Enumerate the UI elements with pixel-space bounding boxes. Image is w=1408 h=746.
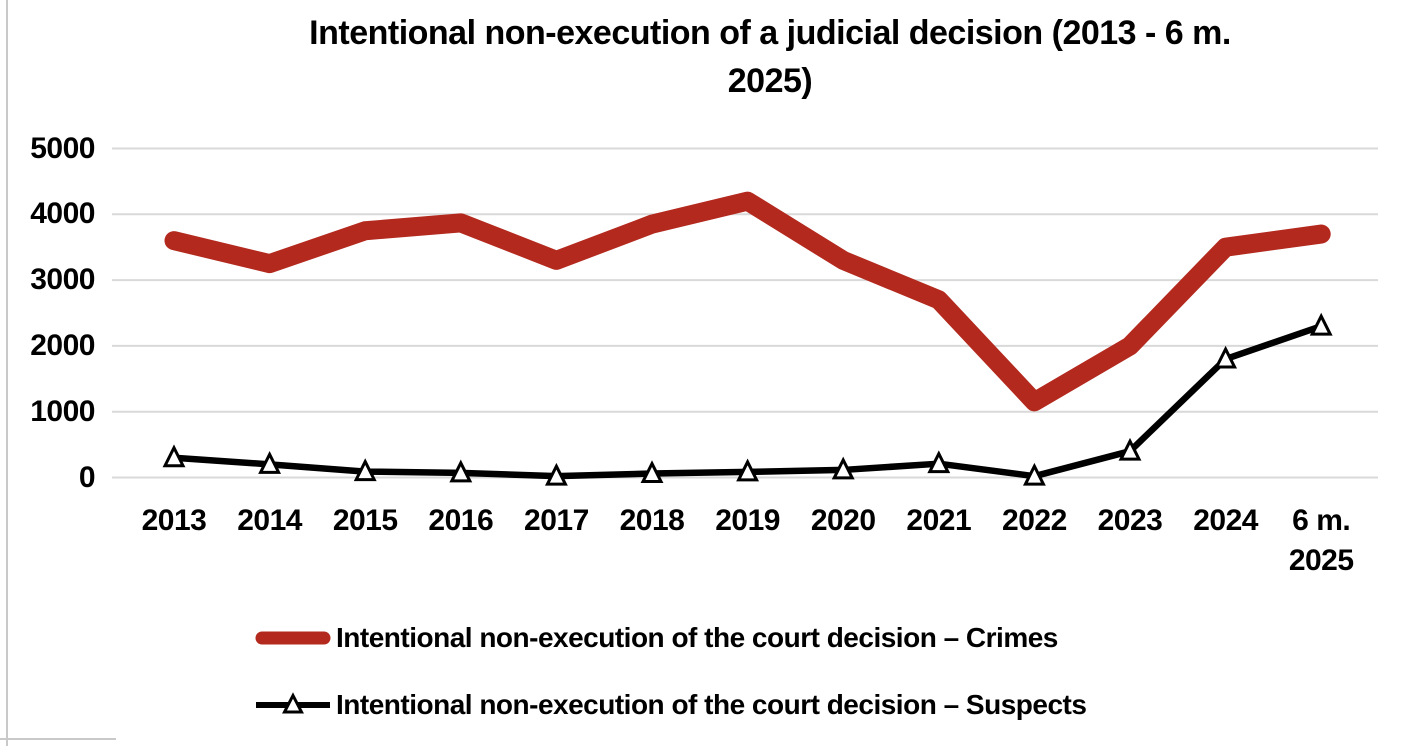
x-tick-label-6-m.-2025: 6 m. 2025 <box>1288 504 1354 577</box>
x-tick-label-2016: 2016 <box>428 504 494 537</box>
x-tick-label-2015: 2015 <box>332 504 398 537</box>
x-tick-label-2017: 2017 <box>524 504 589 537</box>
y-tick-label-1000: 1000 <box>30 394 95 428</box>
x-tick-label-2023: 2023 <box>1097 504 1163 537</box>
x-tick-label-2018: 2018 <box>619 504 685 537</box>
triangle-marker <box>736 458 760 482</box>
x-tick-label-2020: 2020 <box>810 504 876 537</box>
left-edge-border <box>6 0 8 746</box>
x-tick-label-2021: 2021 <box>906 504 972 537</box>
y-tick-label-0: 0 <box>78 460 96 494</box>
x-tick-label-2024: 2024 <box>1193 504 1258 537</box>
triangle-marker <box>640 460 664 484</box>
chart-title: Intentional non-execution of a judicial … <box>309 14 1231 100</box>
triangle-marker <box>927 450 951 474</box>
triangle-marker <box>1309 312 1333 336</box>
y-tick-label-2000: 2000 <box>30 328 95 362</box>
series-line-crimes <box>164 191 1331 412</box>
triangle-marker <box>1214 345 1238 369</box>
triangle-marker <box>544 462 568 486</box>
suspects-line-marker-swatch-icon <box>256 692 330 714</box>
x-tick-label-2022: 2022 <box>1002 504 1067 537</box>
crimes-line-swatch-icon <box>255 631 331 645</box>
triangle-marker <box>1118 437 1142 461</box>
triangle-marker <box>831 456 855 480</box>
triangle-marker <box>353 458 377 482</box>
legend-label-suspects: Intentional non-execution of the court d… <box>336 689 1087 720</box>
triangle-marker <box>258 450 282 474</box>
legend-label-crimes: Intentional non-execution of the court d… <box>336 622 1058 653</box>
y-tick-label-5000: 5000 <box>30 131 95 165</box>
triangle-marker <box>1022 462 1046 486</box>
legend-item-crimes: Intentional non-execution of the court d… <box>253 622 1058 654</box>
bottom-edge-border <box>0 738 116 740</box>
y-tick-label-4000: 4000 <box>30 197 95 231</box>
x-tick-label-2013: 2013 <box>141 504 207 537</box>
x-tick-label-2014: 2014 <box>237 504 302 537</box>
legend-item-suspects: Intentional non-execution of the court d… <box>253 689 1087 721</box>
series-line-suspects <box>170 322 1325 480</box>
x-tick-label-2019: 2019 <box>715 504 780 537</box>
triangle-marker <box>449 459 473 483</box>
y-tick-label-3000: 3000 <box>30 263 95 297</box>
triangle-marker <box>162 444 186 468</box>
